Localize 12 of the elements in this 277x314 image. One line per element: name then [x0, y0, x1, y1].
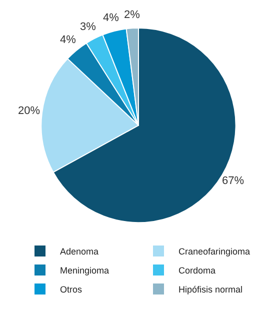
data-label: 4% [60, 34, 76, 46]
data-label: 3% [80, 21, 96, 33]
legend-label: Adenoma [60, 246, 99, 257]
legend-label: Hipófisis normal [178, 284, 243, 295]
legend-label: Craneofaringioma [178, 246, 250, 257]
data-label: 4% [103, 12, 120, 24]
data-label: 2% [124, 9, 140, 21]
data-label: 20% [18, 105, 40, 117]
legend-label: Otros [60, 284, 83, 295]
legend-label: Meningioma [60, 266, 110, 276]
data-label: 67% [222, 175, 244, 187]
legend-label: Cordoma [178, 266, 216, 276]
